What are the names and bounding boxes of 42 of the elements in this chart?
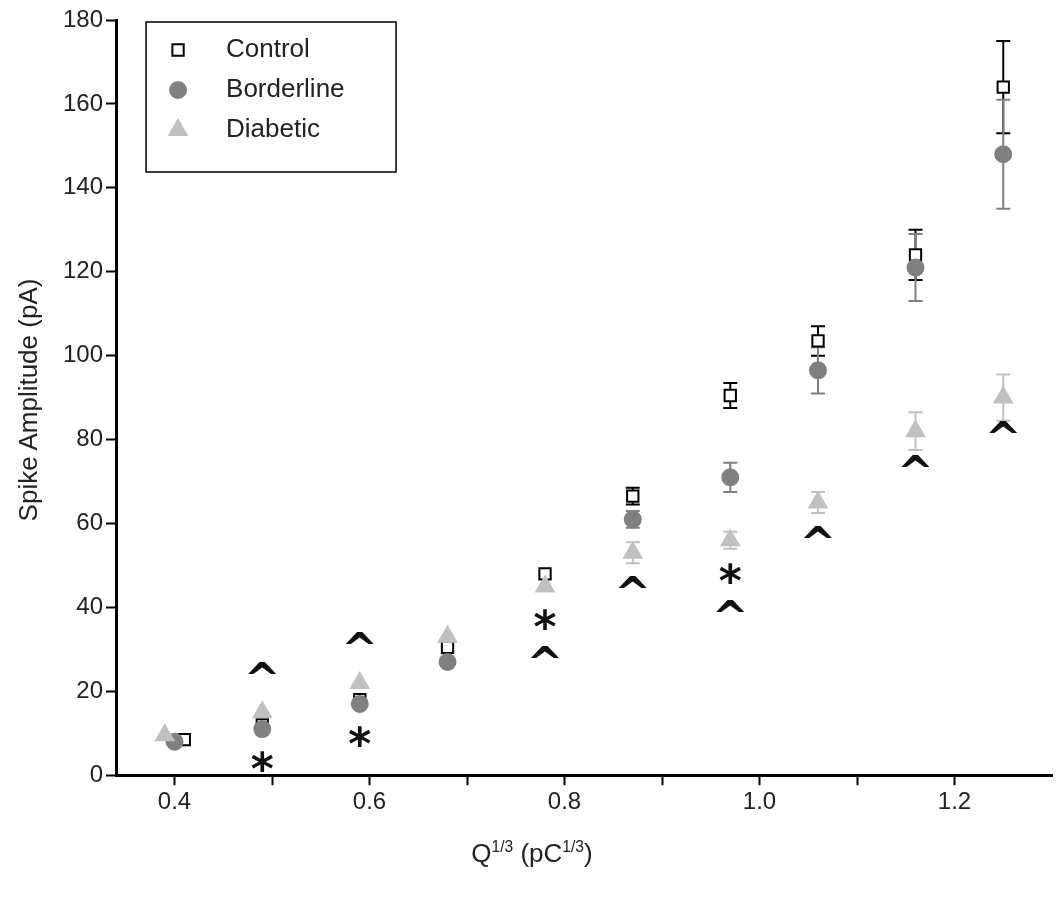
annotation: ^ (341, 623, 379, 675)
y-tick-label: 0 (89, 759, 104, 787)
x-tick-label: 0.4 (157, 787, 192, 815)
y-tick-label: 60 (76, 508, 104, 536)
y-tick-label: 80 (76, 424, 104, 452)
y-tick-label: 100 (63, 340, 104, 368)
annotation: ^ (897, 445, 934, 497)
point (438, 652, 457, 671)
point (350, 694, 369, 713)
point (994, 145, 1013, 164)
annotation: ^ (984, 412, 1022, 464)
point (906, 258, 925, 277)
x-axis-title: Q$^{1/3}$ (pC$^{1/3}$) (470, 838, 594, 869)
legend-label: Diabetic (226, 113, 320, 144)
x-tick-label: 0.6 (352, 787, 387, 815)
legend-label: Control (226, 33, 310, 64)
y-axis-title: Spike Amplitude (pA) (12, 278, 44, 522)
point (723, 388, 737, 403)
annotation: * (250, 743, 274, 795)
annotation: * (348, 718, 372, 770)
x-tick-label: 0.8 (547, 787, 582, 815)
point (809, 361, 828, 380)
y-tick-label: 160 (63, 88, 104, 116)
point (155, 724, 175, 742)
annotation: ^ (799, 516, 837, 568)
annotation: ^ (614, 567, 652, 619)
point (252, 701, 272, 719)
annotation: ^ (243, 652, 281, 704)
point (721, 468, 740, 487)
point (996, 80, 1010, 94)
y-tick-label: 40 (76, 592, 104, 619)
x-tick-label: 1.0 (742, 787, 777, 815)
y-tick-label: 20 (76, 675, 104, 703)
point (535, 575, 555, 593)
y-tick-label: 180 (63, 4, 104, 32)
y-tick-label: 120 (63, 256, 104, 284)
legend-label: Borderline (226, 73, 345, 104)
x-tick-label: 1.2 (937, 787, 972, 815)
point (905, 420, 926, 438)
point (253, 720, 272, 739)
y-tick-label: 140 (63, 172, 104, 200)
point (811, 334, 825, 348)
